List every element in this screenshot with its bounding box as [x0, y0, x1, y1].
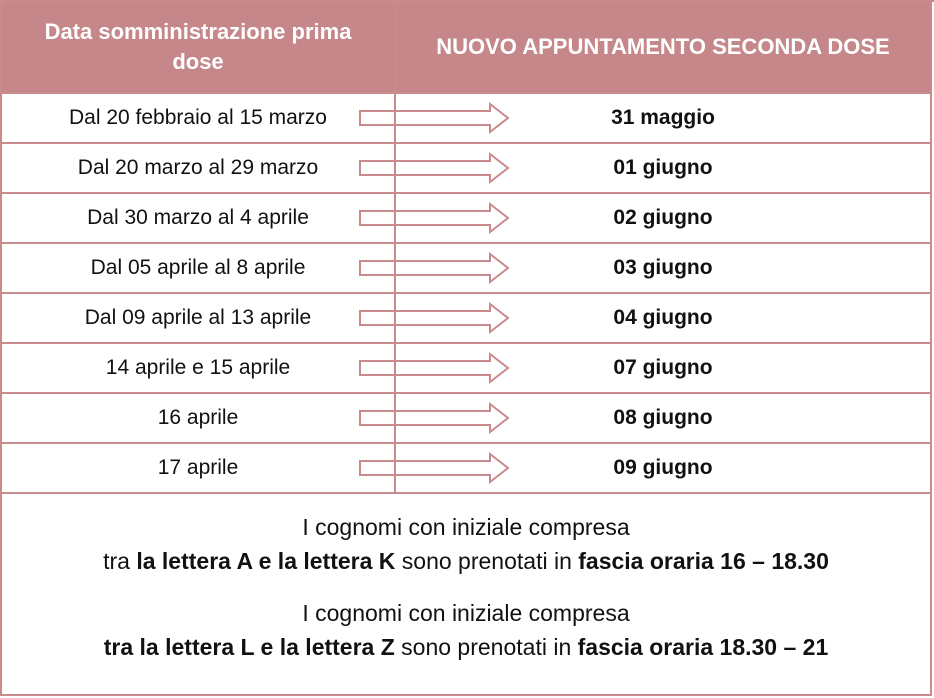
appointment: 31 maggio	[611, 106, 715, 129]
date-range: Dal 30 marzo al 4 aprile	[87, 206, 309, 229]
arrow	[359, 301, 510, 335]
arrow	[359, 101, 510, 135]
border	[930, 0, 932, 696]
date-range: Dal 20 marzo al 29 marzo	[77, 156, 319, 179]
note-text: fascia oraria 18.30 – 21	[577, 634, 829, 660]
date-range: Dal 05 aprile al 8 aprile	[90, 256, 306, 279]
border	[0, 0, 2, 696]
header-cell: Data somministrazione prima dose	[2, 2, 394, 92]
date-range: Dal 09 aprile al 13 aprile	[84, 306, 312, 329]
appointment: 09 giugno	[613, 456, 713, 479]
note-text: la lettera A e la lettera K	[136, 548, 396, 574]
arrow	[359, 451, 510, 485]
arrow	[359, 401, 510, 435]
date-range: 14 aprile e 15 aprile	[105, 356, 291, 379]
header-cell: NUOVO APPUNTAMENTO SECONDA DOSE	[396, 2, 930, 92]
notes: I cognomi con iniziale compresa tra la le…	[2, 494, 930, 694]
border	[394, 0, 396, 494]
date-range: Dal 20 febbraio al 15 marzo	[69, 106, 327, 129]
note-line: tra la lettera A e la lettera K sono pre…	[2, 544, 930, 578]
arrow	[359, 201, 510, 235]
appointment: 08 giugno	[613, 406, 713, 429]
date-range: 17 aprile	[157, 456, 239, 479]
border	[0, 142, 932, 144]
date-range: 16 aprile	[157, 406, 239, 429]
note-text: I cognomi con iniziale compresa	[302, 600, 630, 626]
border	[0, 694, 932, 696]
note-text: sono prenotati in	[395, 548, 579, 574]
border	[0, 192, 932, 194]
arrow	[359, 151, 510, 185]
border	[0, 442, 932, 444]
border	[0, 92, 932, 94]
note-text: tra la lettera L e la lettera Z	[103, 634, 395, 660]
appointment: 01 giugno	[613, 156, 713, 179]
border	[0, 0, 934, 2]
appointment: 02 giugno	[613, 206, 713, 229]
note: I cognomi con iniziale compresa tra la le…	[2, 596, 930, 664]
note-text: tra	[103, 548, 137, 574]
note: I cognomi con iniziale compresa tra la le…	[2, 510, 930, 578]
border	[0, 492, 932, 494]
note-text: sono prenotati in	[394, 634, 578, 660]
border	[0, 292, 932, 294]
border	[0, 392, 932, 394]
note-text: I cognomi con iniziale compresa	[302, 514, 630, 540]
appointment: 03 giugno	[613, 256, 713, 279]
note-line: I cognomi con iniziale compresa	[2, 510, 930, 544]
note-line: I cognomi con iniziale compresa	[2, 596, 930, 630]
note-text: fascia oraria 16 – 18.30	[578, 548, 829, 574]
border	[0, 342, 932, 344]
appointment: 07 giugno	[613, 356, 713, 379]
appointment: 04 giugno	[613, 306, 713, 329]
border	[0, 242, 932, 244]
arrow	[359, 251, 510, 285]
arrow	[359, 351, 510, 385]
note-line: tra la lettera L e la lettera Z sono pre…	[2, 630, 930, 664]
